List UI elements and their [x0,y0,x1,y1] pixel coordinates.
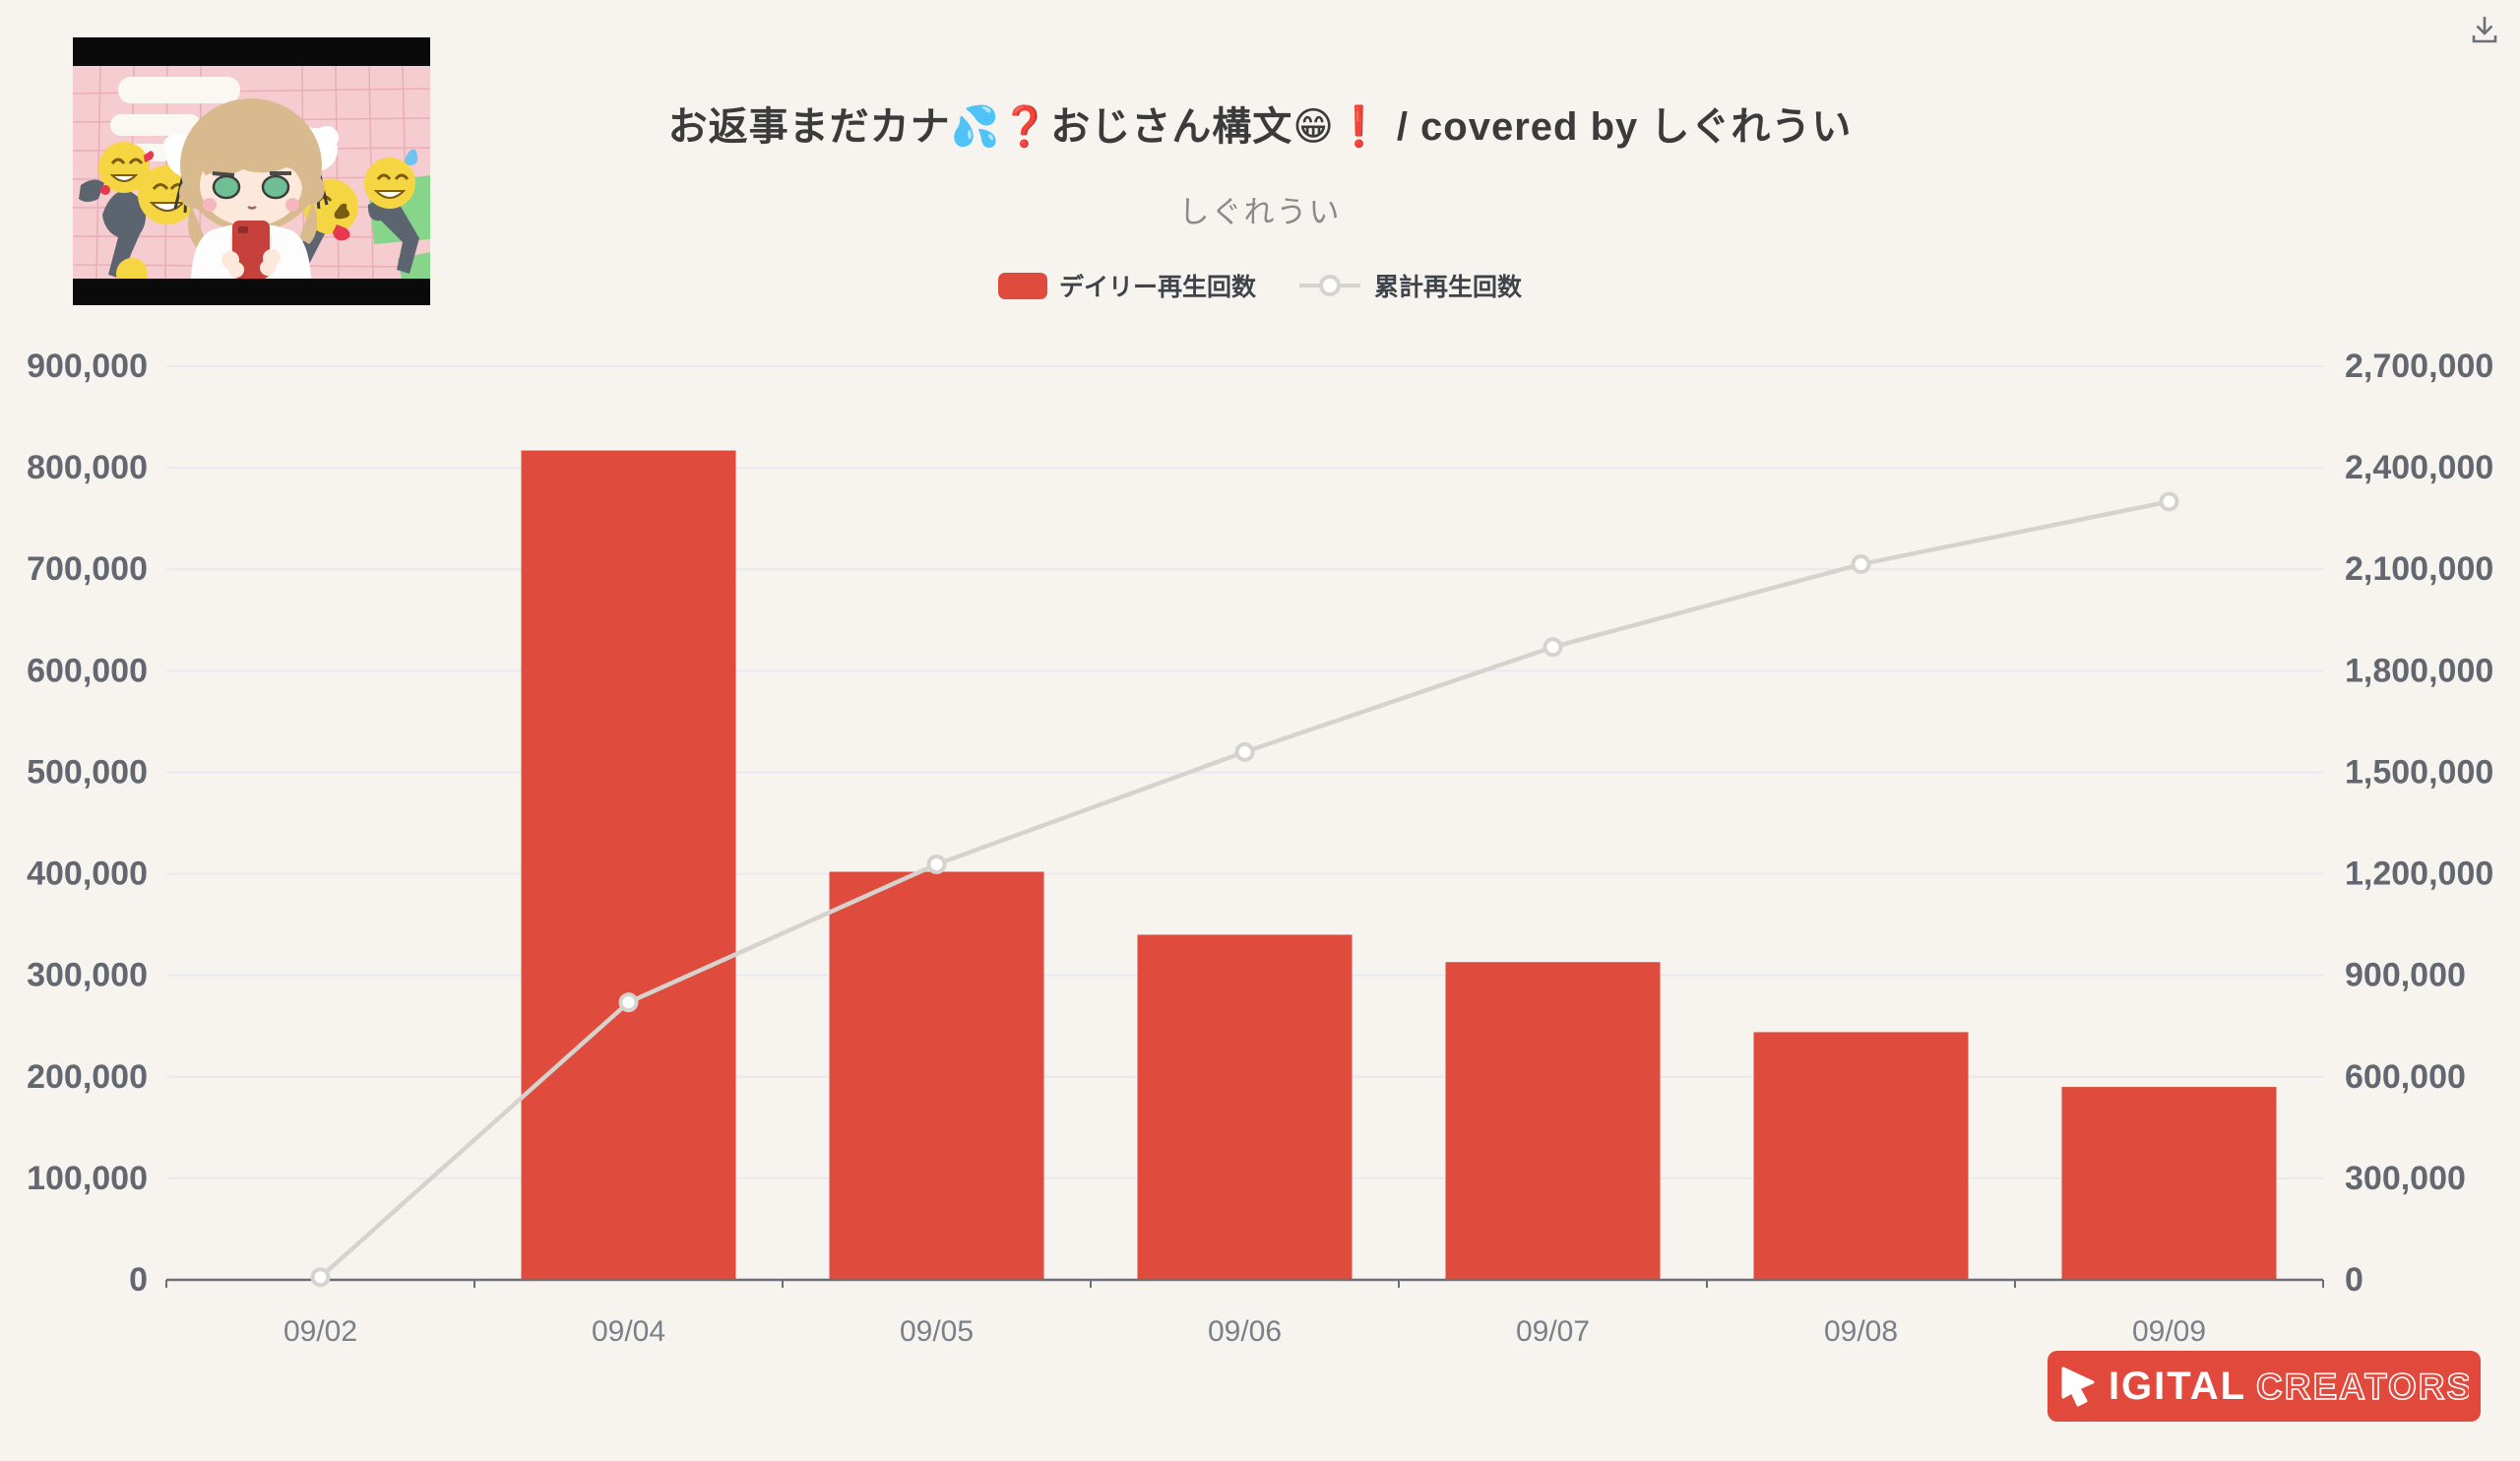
legend-item-daily[interactable]: デイリー再生回数 [997,268,1256,303]
video-thumbnail-art [73,37,430,305]
right-axis-label: 300,000 [2345,1160,2466,1197]
right-axis-label: 1,800,000 [2345,652,2493,689]
x-axis-label-09-02: 09/02 [284,1315,357,1348]
x-axis-label-09-07: 09/07 [1516,1315,1590,1348]
x-axis-label-09-05: 09/05 [900,1315,974,1348]
chart-legend: デイリー再生回数 累計再生回数 [0,268,2520,303]
left-axis-label: 400,000 [27,856,148,893]
cumulative-point-09-05[interactable] [926,854,947,874]
right-axis-label: 2,100,000 [2345,550,2493,588]
daily-bar-09-07[interactable] [1445,962,1661,1280]
legend-label-cumulative: 累計再生回数 [1374,274,1523,301]
cumulative-point-09-08[interactable] [1851,554,1871,575]
page-title: お返事まだカナ💦❓おじさん構文😁❗ / covered by しぐれうい [667,105,1853,149]
left-axis-label: 200,000 [27,1058,148,1096]
x-axis-label-09-09: 09/09 [2132,1315,2206,1348]
logo-text-outline: CREATORS [2256,1366,2469,1408]
x-axis-label-09-08: 09/08 [1824,1315,1898,1348]
left-axis-label: 100,000 [27,1160,148,1197]
left-axis-label: 600,000 [27,652,148,689]
line-series-swatch [1299,275,1360,296]
play-cursor-icon [2061,1366,2095,1407]
left-axis-label: 900,000 [27,348,148,385]
daily-bar-09-08[interactable] [1753,1032,1969,1280]
left-axis-label: 500,000 [27,753,148,791]
cumulative-point-09-07[interactable] [1543,637,1563,658]
right-axis-label: 0 [2345,1261,2363,1299]
cumulative-point-09-06[interactable] [1234,741,1255,762]
svg-text:CREATORS: CREATORS [2256,1366,2469,1407]
download-button[interactable] [2463,8,2506,51]
daily-bar-09-04[interactable] [521,450,736,1280]
page-subtitle: しぐれうい [1178,195,1342,229]
right-axis-label: 2,400,000 [2345,449,2493,486]
x-axis-label-09-04: 09/04 [592,1315,665,1348]
daily-bar-09-05[interactable] [829,871,1044,1280]
left-axis-label: 700,000 [27,550,148,588]
download-icon [2472,17,2497,43]
cumulative-point-09-09[interactable] [2159,491,2179,512]
daily-bar-09-06[interactable] [1137,934,1353,1280]
daily-series-swatch [997,272,1047,299]
left-axis-label: 300,000 [27,957,148,994]
right-axis-label: 600,000 [2345,1058,2466,1096]
cumulative-point-09-04[interactable] [618,992,639,1013]
right-axis-label: 900,000 [2345,957,2466,994]
right-axis-label: 2,700,000 [2345,348,2493,385]
logo-text-solid: IGITAL [2108,1365,2247,1408]
cumulative-point-09-02[interactable] [310,1267,331,1288]
digital-creators-logo: IGITAL CREATORS [2048,1351,2481,1422]
right-axis-label: 1,500,000 [2345,753,2493,791]
video-thumbnail [73,37,430,305]
right-axis-label: 1,200,000 [2345,856,2493,893]
daily-bar-09-09[interactable] [2061,1087,2277,1280]
left-axis-label: 0 [129,1261,148,1299]
left-axis-label: 800,000 [27,449,148,486]
x-axis-label-09-06: 09/06 [1208,1315,1282,1348]
legend-label-daily: デイリー再生回数 [1058,274,1256,301]
legend-item-cumulative[interactable]: 累計再生回数 [1297,268,1522,303]
